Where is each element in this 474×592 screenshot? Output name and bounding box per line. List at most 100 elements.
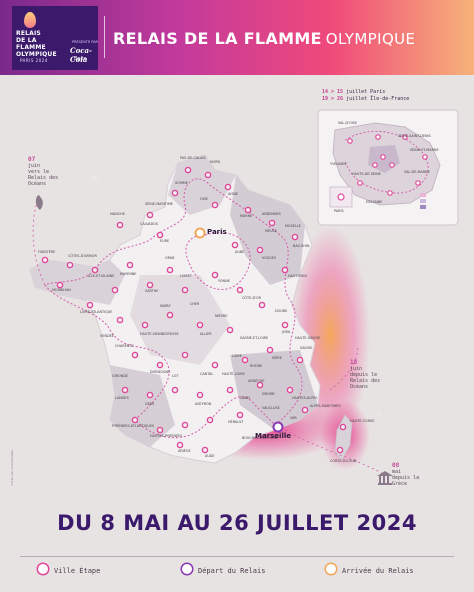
annotation-day: 08 xyxy=(392,462,400,469)
inset-text: juillet Île-de-France xyxy=(346,96,410,102)
city-dot xyxy=(181,351,189,359)
city-dot xyxy=(301,406,309,414)
logo-line: DE LA FLAMME xyxy=(16,37,46,51)
city-dot xyxy=(211,201,219,209)
city-label: MORBIHAN xyxy=(52,288,71,292)
city-label: PYRÉNÉES-ATLANTIQUES xyxy=(112,424,155,428)
city-dot xyxy=(41,256,49,264)
legend-label: Ville Étape xyxy=(54,567,101,575)
logo-line: RELAIS xyxy=(16,30,41,37)
city-dot xyxy=(286,386,294,394)
city-label: AISNE xyxy=(228,192,239,196)
city-dot xyxy=(111,286,119,294)
city-label: VAR xyxy=(290,416,297,420)
city-dot xyxy=(156,361,164,369)
city-label: CÔTES-D'ARMOR xyxy=(68,254,97,258)
city-label: DORDOGNE xyxy=(150,370,171,374)
city-label: VOSGES xyxy=(262,256,277,260)
city-label: CHARENTE xyxy=(115,344,134,348)
marseille-departure-dot xyxy=(272,421,284,433)
city-label: HAUTE-CORSE xyxy=(350,419,375,423)
city-label: HAUTE-SAVOIE xyxy=(295,336,321,340)
france-map: PAS-DE-CALAIS NORD SOMME AISNE OISE SEIN… xyxy=(0,75,474,505)
city-label: PAS-DE-CALAIS xyxy=(180,156,206,160)
city-dot xyxy=(181,421,189,429)
city-label: CANTAL xyxy=(200,372,214,376)
city-label: RHÔNE xyxy=(250,364,263,368)
arrival-dot-icon xyxy=(326,564,336,574)
relay-route-loop xyxy=(185,232,251,290)
city-label: LOIRE-ATLANTIQUE xyxy=(80,310,113,314)
city-label: GARD xyxy=(240,396,250,400)
inset-label: ESSONNE xyxy=(366,200,383,204)
city-dot xyxy=(211,271,219,279)
logo-line: OLYMPIQUE xyxy=(16,51,57,58)
city-label: ARDÈCHE xyxy=(248,379,265,383)
city-dot xyxy=(156,426,164,434)
map-svg xyxy=(29,109,459,485)
city-label: GERS xyxy=(145,402,155,406)
city-dot xyxy=(171,386,179,394)
city-label: SAÔNE-ET-LOIRE xyxy=(240,336,269,340)
city-dot xyxy=(176,441,184,449)
city-dot xyxy=(291,233,299,241)
stage-dot-icon xyxy=(38,564,48,574)
city-label: HAUTES-PYRÉNÉES xyxy=(150,434,183,438)
sponsor-label: PRÉSENTÉ PAR xyxy=(72,40,98,44)
inset-date-paris: 14 > 15 juillet Paris xyxy=(322,89,385,95)
city-label: OISE xyxy=(200,197,208,201)
city-dot xyxy=(266,346,274,354)
inset-label: VAL-D'OISE xyxy=(338,121,357,125)
city-label: BOUCHES-DU-RHÔNE xyxy=(242,436,279,440)
legend-item-departure: Départ du Relais xyxy=(182,564,265,575)
city-dot xyxy=(56,281,64,289)
city-label: ARIÈGE xyxy=(178,449,191,453)
city-label: ARDENNES xyxy=(262,212,281,216)
city-label: DOUBS xyxy=(275,309,288,313)
city-label: MAYENNE xyxy=(120,272,137,276)
city-label: ISÈRE xyxy=(272,356,282,360)
annotation-month: mai xyxy=(392,469,402,475)
city-dot xyxy=(236,286,244,294)
event-dates: DU 8 MAI AU 26 JUILLET 2024 xyxy=(57,511,417,535)
idf-dot xyxy=(357,180,363,186)
paris-arrival-dot xyxy=(194,227,206,239)
inset-text: juillet Paris xyxy=(346,89,386,95)
idf-dot xyxy=(372,162,378,168)
city-label: CÔTE-D'OR xyxy=(242,296,262,300)
city-label: SEINE-MARITIME xyxy=(145,202,173,206)
city-dot xyxy=(146,281,154,289)
city-dot xyxy=(181,286,189,294)
annotation-south: 08 mai depuis la Grèce xyxy=(392,462,432,488)
title-light: OLYMPIQUE xyxy=(325,30,416,48)
legend-label: Départ du Relais xyxy=(198,567,266,575)
map-legend: Ville Étape Départ du Relais Arrivée du … xyxy=(0,556,474,580)
annotation-day: 07 xyxy=(28,156,36,163)
legend-item-stage: Ville Étape xyxy=(38,564,100,575)
city-label: SAVOIE xyxy=(300,346,313,350)
city-label: CORSE-DU-SUD xyxy=(330,459,357,463)
temple-icon xyxy=(377,471,393,485)
city-label: GIRONDE xyxy=(112,374,128,378)
city-label: NORD xyxy=(210,160,221,164)
city-dot xyxy=(339,423,347,431)
inset-label: PARIS xyxy=(334,209,344,213)
city-dot xyxy=(296,356,304,364)
city-label: SOMME xyxy=(175,181,188,185)
city-label: HÉRAULT xyxy=(228,420,244,424)
city-label: AUDE xyxy=(205,454,215,458)
annotation-east: 18 juin depuis le Relais des Océans xyxy=(350,360,398,391)
idf-dot xyxy=(415,180,421,186)
city-dot xyxy=(66,261,74,269)
city-dot xyxy=(256,246,264,254)
page-title: RELAIS DE LA FLAMME OLYMPIQUE xyxy=(113,30,416,49)
city-dot xyxy=(131,416,139,424)
annotation-text: depuis le Relais des Océans xyxy=(350,372,381,390)
idf-dot xyxy=(387,190,393,196)
city-label: ALLIER xyxy=(200,332,212,336)
city-dot xyxy=(184,166,192,174)
region-shade-southwest xyxy=(110,365,175,447)
city-label: HAUTE-VIENNE xyxy=(140,332,166,336)
city-label: HAUTE-LOIRE xyxy=(222,372,245,376)
sponsor-logo-2: Bpce xyxy=(74,56,87,62)
